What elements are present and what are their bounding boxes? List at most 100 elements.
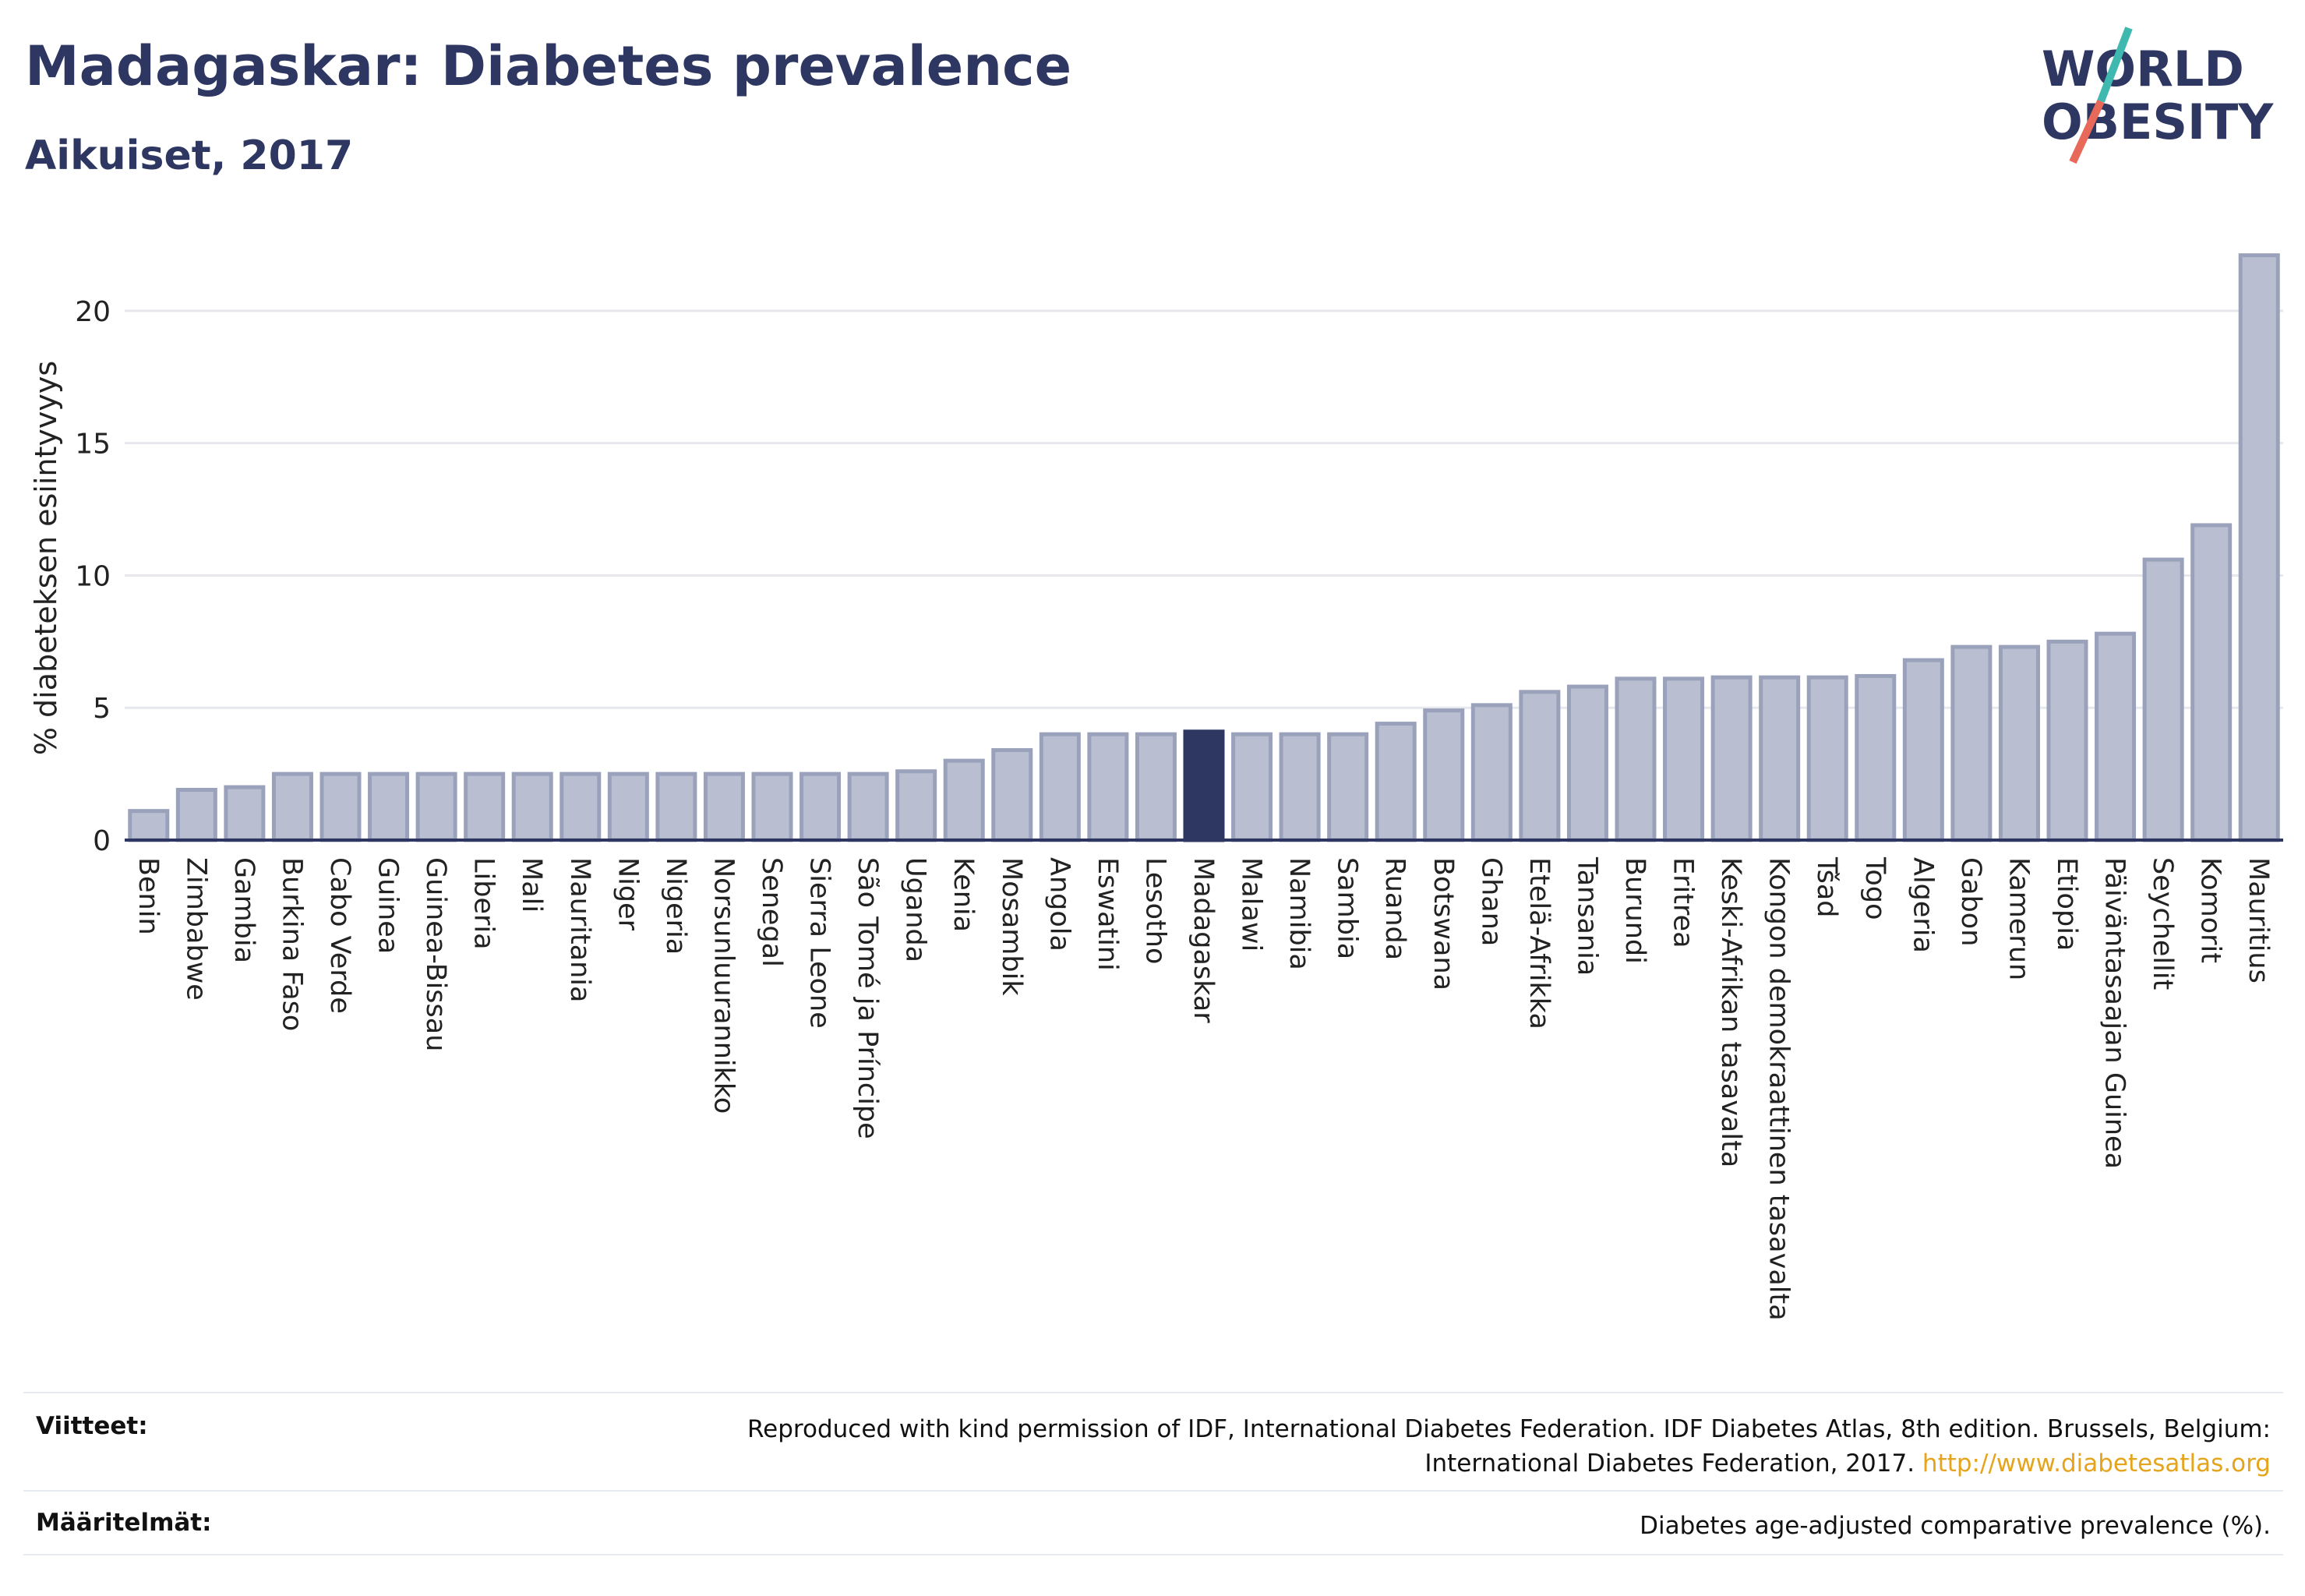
x-tick-label: Ruanda [1379, 857, 1410, 960]
bar-ruanda [1375, 722, 1417, 842]
sources-text: Reproduced with kind permission of IDF, … [747, 1412, 2271, 1481]
page-subtitle: Aikuiset, 2017 [25, 132, 354, 179]
y-tick-label: 0 [93, 825, 111, 857]
bar-cabo-verde [319, 772, 362, 842]
sources-label: Viitteet: [36, 1412, 148, 1440]
y-tick-label: 5 [93, 693, 111, 725]
page-title: Madagaskar: Diabetes prevalence [25, 34, 1072, 98]
y-tick-label: 15 [75, 429, 111, 461]
sources-line-2-text: International Diabetes Federation, 2017. [1424, 1449, 1915, 1478]
footer-divider-top [23, 1392, 2283, 1393]
bar-s-o-tomé-ja-príncipe [847, 772, 889, 842]
sources-link[interactable]: http://www.diabetesatlas.org [1922, 1449, 2271, 1478]
bar-burkina-faso [271, 772, 313, 842]
bar-norsunluurannikko [703, 772, 745, 842]
bar-eritrea [1663, 676, 1705, 842]
bar-nigeria [655, 772, 697, 842]
x-tick-label: Mauritania [564, 857, 595, 1002]
bar-zimbabwe [175, 787, 217, 842]
bar-angola [1039, 732, 1081, 842]
x-tick-label: Mauritius [2243, 857, 2274, 983]
x-tick-label: Togo [1859, 856, 1890, 920]
logo-text-world: WORLD [2042, 41, 2244, 97]
bar-guinea [368, 772, 410, 842]
x-tick-label: Mali [516, 857, 547, 913]
x-tick-label: Tansania [1571, 856, 1602, 976]
x-tick-label: Etelä-Afrikka [1523, 857, 1555, 1029]
x-tick-label: Mosambik [996, 857, 1027, 996]
x-tick-label: Lesotho [1139, 857, 1170, 964]
x-tick-label: Kongon demokraattinen tasavalta [1763, 857, 1795, 1321]
bar-namibia [1279, 732, 1321, 842]
y-tick-label: 10 [75, 560, 111, 592]
bar-kamerun [1998, 644, 2040, 842]
x-tick-label: Tšad [1811, 856, 1842, 918]
bar-päiväntasaajan-guinea [2095, 631, 2137, 842]
bar-sambia [1327, 732, 1369, 842]
bar-mauritius [2238, 253, 2280, 842]
bar-botswana [1423, 708, 1465, 842]
x-tick-label: Benin [132, 857, 164, 935]
footer-divider-bottom [23, 1554, 2283, 1555]
bar-gambia [224, 785, 266, 842]
bar-gabon [1950, 644, 1993, 842]
bar-senegal [751, 772, 793, 842]
bar-tansania [1566, 684, 1608, 842]
x-tick-label: Liberia [468, 857, 499, 950]
bar-kongon-demokraattinen-tasavalta [1759, 675, 1801, 842]
bar-kenia [943, 758, 985, 842]
x-tick-label: São Tomé ja Príncipe [852, 857, 883, 1139]
bar-algeria [1902, 658, 1944, 842]
x-tick-label: Malawi [1236, 857, 1267, 952]
x-tick-label: Uganda [900, 857, 931, 962]
x-tick-label: Botswana [1428, 857, 1459, 990]
world-obesity-logo: WORLD OBESITY [2042, 26, 2274, 164]
x-tick-label: Guinea [372, 857, 404, 954]
x-tick-label: Madagaskar [1188, 857, 1219, 1023]
bar-keski-afrikan-tasavalta [1710, 675, 1753, 842]
bar-seychellit [2142, 557, 2184, 842]
bar-togo [1855, 673, 1897, 842]
bar-etelä-afrikka [1519, 690, 1561, 842]
x-tick-label: Senegal [756, 857, 787, 967]
y-tick-label: 20 [75, 296, 111, 328]
x-tick-label: Zimbabwe [180, 857, 211, 1001]
x-tick-label: Sambia [1332, 857, 1363, 959]
x-tick-label: Päiväntasaajan Guinea [2099, 857, 2130, 1169]
x-tick-label: Norsunluurannikko [708, 857, 739, 1114]
bar-ghana [1470, 703, 1513, 842]
bar-uganda [895, 769, 937, 842]
x-tick-label: Cabo Verde [324, 857, 355, 1014]
x-tick-label: Keski-Afrikan tasavalta [1715, 857, 1746, 1167]
x-tick-label: Namibia [1283, 857, 1315, 970]
bar-t-ad [1806, 675, 1848, 842]
x-tick-label: Gabon [1955, 857, 1986, 946]
x-tick-label: Guinea-Bissau [420, 857, 451, 1051]
x-tick-label: Burundi [1619, 857, 1650, 964]
bar-sierra-leone [800, 772, 842, 842]
logo-slash-teal [2097, 26, 2133, 103]
bar-malawi [1231, 732, 1273, 842]
bar-chart: 0 5 10 15 20 % diabeteksen esiintyvyys Benin Zi… [29, 253, 2283, 1321]
x-tick-label: Ghana [1475, 857, 1506, 946]
bar-etiopia [2046, 639, 2088, 842]
x-tick-label: Algeria [1907, 857, 1938, 953]
x-tick-label: Komorit [2195, 857, 2226, 963]
x-tick-label: Burkina Faso [276, 857, 307, 1031]
bar-niger [607, 772, 649, 842]
logo-text-obesity: OBESITY [2042, 94, 2274, 150]
bar-mauritania [559, 772, 602, 842]
x-tick-label: Niger [612, 857, 643, 931]
x-tick-label: Nigeria [660, 857, 691, 955]
bar-mosambik [991, 748, 1033, 842]
x-tick-label: Sierra Leone [804, 857, 835, 1029]
x-tick-label: Gambia [228, 857, 259, 963]
sources-line-2: International Diabetes Federation, 2017.… [747, 1446, 2271, 1481]
definitions-text: Diabetes age-adjusted comparative preval… [1640, 1512, 2271, 1540]
x-tick-label: Etiopia [2051, 857, 2082, 951]
bar-liberia [464, 772, 506, 842]
y-axis-label: % diabeteksen esiintyvyys [29, 361, 63, 755]
x-tick-label: Eritrea [1668, 857, 1699, 948]
footer-divider-middle [23, 1490, 2283, 1492]
sources-line-1: Reproduced with kind permission of IDF, … [747, 1415, 2271, 1443]
